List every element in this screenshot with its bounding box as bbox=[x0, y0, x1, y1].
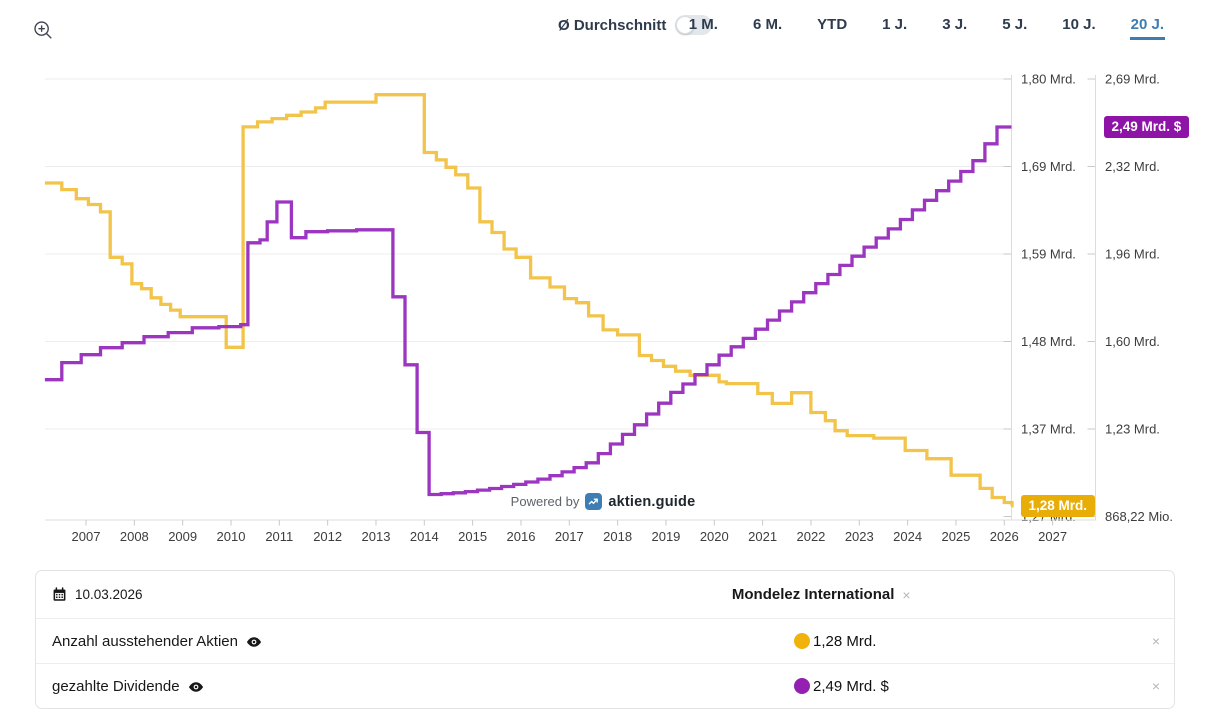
legend-panel: 10.03.2026 Mondelez International × Anza… bbox=[35, 570, 1175, 709]
x-axis-year-label: 2016 bbox=[507, 529, 536, 544]
brand-text[interactable]: aktien.guide bbox=[608, 493, 696, 510]
close-icon[interactable]: × bbox=[1151, 678, 1160, 694]
close-icon[interactable]: × bbox=[1151, 633, 1160, 649]
x-axis-year-label: 2007 bbox=[72, 529, 101, 544]
row-value-group: 1,28 Mrd. bbox=[794, 633, 876, 650]
y-axis-label-left: 1,48 Mrd. bbox=[1021, 334, 1076, 349]
company-group: Mondelez International × bbox=[732, 586, 911, 603]
series-line-shares bbox=[44, 93, 1014, 508]
toggle-knob bbox=[676, 16, 695, 34]
x-axis-year-label: 2010 bbox=[217, 529, 246, 544]
row-label: Anzahl ausstehender Aktien bbox=[52, 632, 262, 650]
x-axis-year-label: 2024 bbox=[893, 529, 922, 544]
y-axis-label-right: 2,32 Mrd. bbox=[1105, 159, 1160, 174]
x-axis-year-label: 2017 bbox=[555, 529, 584, 544]
shares-value-badge: 1,28 Mrd. bbox=[1020, 494, 1096, 517]
x-axis-year-label: 2019 bbox=[651, 529, 680, 544]
x-axis-year-label: 2018 bbox=[603, 529, 632, 544]
chart-canvas[interactable]: 1,80 Mrd. 2,69 Mrd. 1,69 Mrd. 2,32 Mrd. 1,59… bbox=[0, 0, 1206, 560]
range-button-6m[interactable]: 6 M. bbox=[752, 14, 783, 40]
panel-date: 10.03.2026 bbox=[75, 587, 143, 602]
average-toggle-group: Ø Durchschnitt bbox=[558, 15, 713, 35]
panel-header: 10.03.2026 Mondelez International × bbox=[36, 571, 1174, 619]
company-name: Mondelez International bbox=[731, 586, 895, 603]
x-axis-year-label: 2027 bbox=[1038, 529, 1067, 544]
dividend-value-badge: 2,49 Mrd. $ bbox=[1103, 116, 1190, 139]
y-axis-label-right: 2,69 Mrd. bbox=[1105, 72, 1160, 87]
range-button-1m[interactable]: 1 M. bbox=[688, 14, 719, 40]
series-color-dot bbox=[794, 633, 810, 649]
y-axis-label-right: 1,23 Mrd. bbox=[1105, 422, 1160, 437]
x-axis-year-label: 2022 bbox=[796, 529, 825, 544]
zoom-in-icon bbox=[34, 21, 52, 39]
x-axis-year-label: 2012 bbox=[313, 529, 342, 544]
x-axis-year-label: 2013 bbox=[362, 529, 391, 544]
row-value: 2,49 Mrd. $ bbox=[813, 677, 889, 695]
average-toggle-label: Ø Durchschnitt bbox=[558, 16, 667, 34]
x-axis-year-label: 2020 bbox=[700, 529, 729, 544]
row-value-group: 2,49 Mrd. $ bbox=[794, 678, 889, 695]
y-axis-label-right: 1,60 Mrd. bbox=[1105, 334, 1160, 349]
x-axis-year-label: 2008 bbox=[120, 529, 149, 544]
powered-by-text: Powered by bbox=[510, 494, 580, 509]
x-axis-year-label: 2011 bbox=[265, 529, 293, 544]
y-axis-label-left: 1,69 Mrd. bbox=[1021, 159, 1076, 174]
row-value: 1,28 Mrd. bbox=[813, 632, 877, 650]
watermark: Powered by aktien.guide bbox=[0, 493, 1206, 510]
x-axis-year-label: 2009 bbox=[168, 529, 197, 544]
range-selector: 1 M. 6 M. YTD 1 J. 3 J. 5 J. 10 J. 20 J. bbox=[688, 14, 1165, 40]
range-button-ytd[interactable]: YTD bbox=[816, 14, 848, 40]
series-line-dividend bbox=[44, 125, 1012, 497]
range-button-1j[interactable]: 1 J. bbox=[881, 14, 908, 40]
y-axis-label-right: 868,22 Mio. bbox=[1105, 509, 1173, 524]
visibility-eye-icon[interactable] bbox=[188, 679, 204, 695]
y-axis-label-left: 1,37 Mrd. bbox=[1021, 422, 1076, 437]
aktien-guide-logo-icon[interactable] bbox=[585, 493, 603, 510]
range-button-5j[interactable]: 5 J. bbox=[1001, 14, 1028, 40]
close-icon[interactable]: × bbox=[902, 586, 911, 603]
legend-row-dividend: gezahlte Dividende 2,49 Mrd. $ × bbox=[36, 664, 1174, 708]
average-toggle[interactable] bbox=[675, 15, 713, 35]
eye-icon bbox=[246, 637, 262, 647]
x-axis-year-label: 2025 bbox=[941, 529, 970, 544]
y-axis-label-right: 1,96 Mrd. bbox=[1105, 247, 1160, 262]
x-axis-year-label: 2015 bbox=[458, 529, 487, 544]
range-button-3j[interactable]: 3 J. bbox=[941, 14, 968, 40]
range-button-10j[interactable]: 10 J. bbox=[1061, 14, 1096, 40]
eye-icon bbox=[188, 682, 203, 692]
y-axis-label-left: 1,80 Mrd. bbox=[1021, 72, 1076, 87]
calendar-icon bbox=[53, 587, 66, 601]
x-axis-year-label: 2014 bbox=[410, 529, 439, 544]
visibility-eye-icon[interactable] bbox=[246, 634, 262, 650]
x-axis-year-label: 2026 bbox=[990, 529, 1019, 544]
range-button-20j[interactable]: 20 J. bbox=[1129, 14, 1165, 40]
y-axis-label-left: 1,59 Mrd. bbox=[1021, 247, 1076, 262]
date-group: 10.03.2026 bbox=[52, 587, 143, 602]
zoom-in-button[interactable] bbox=[32, 19, 56, 43]
row-label: gezahlte Dividende bbox=[52, 677, 204, 695]
x-axis-year-label: 2021 bbox=[748, 529, 777, 544]
series-color-dot bbox=[794, 678, 810, 694]
x-axis-year-label: 2023 bbox=[845, 529, 874, 544]
legend-row-shares: Anzahl ausstehender Aktien 1,28 Mrd. × bbox=[36, 619, 1174, 664]
